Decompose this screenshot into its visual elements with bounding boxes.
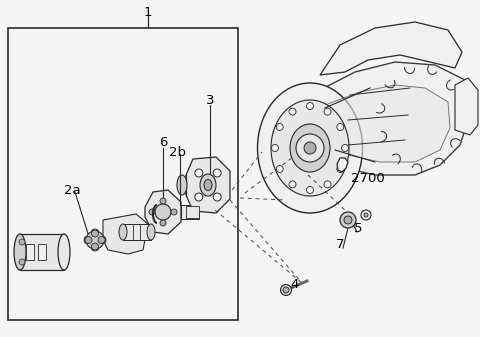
Circle shape (92, 243, 98, 250)
Polygon shape (300, 85, 450, 162)
Circle shape (160, 198, 166, 204)
Text: 6: 6 (159, 136, 167, 150)
Circle shape (149, 209, 155, 215)
Circle shape (324, 181, 331, 188)
Ellipse shape (147, 224, 155, 240)
Circle shape (340, 212, 356, 228)
Circle shape (280, 284, 291, 296)
Circle shape (98, 237, 105, 244)
Polygon shape (320, 22, 462, 75)
Bar (181, 205, 199, 219)
Circle shape (195, 169, 203, 177)
Text: 7: 7 (336, 239, 344, 251)
Ellipse shape (257, 83, 362, 213)
Ellipse shape (204, 180, 212, 190)
Text: 5: 5 (354, 221, 362, 235)
Ellipse shape (58, 234, 70, 270)
Circle shape (155, 204, 171, 220)
Circle shape (19, 239, 25, 245)
Ellipse shape (200, 174, 216, 196)
Circle shape (289, 181, 296, 188)
Circle shape (307, 186, 313, 193)
Circle shape (86, 231, 104, 249)
Circle shape (195, 193, 203, 201)
Circle shape (85, 237, 92, 244)
Circle shape (276, 165, 283, 173)
Polygon shape (103, 214, 148, 254)
Polygon shape (145, 190, 181, 234)
Text: 2a: 2a (64, 184, 80, 196)
Ellipse shape (101, 237, 106, 244)
Circle shape (324, 108, 331, 115)
Circle shape (171, 209, 177, 215)
Circle shape (160, 220, 166, 226)
Polygon shape (337, 158, 348, 172)
Circle shape (272, 145, 278, 152)
Ellipse shape (14, 234, 26, 270)
Circle shape (307, 102, 313, 110)
Circle shape (276, 123, 283, 130)
Ellipse shape (177, 175, 187, 195)
Circle shape (344, 216, 352, 224)
Circle shape (289, 108, 296, 115)
Bar (20, 234, 64, 270)
Bar (38, 244, 46, 260)
Circle shape (283, 287, 289, 293)
Circle shape (337, 123, 344, 130)
Polygon shape (280, 62, 470, 175)
Polygon shape (186, 157, 230, 213)
Circle shape (213, 193, 221, 201)
Polygon shape (455, 78, 478, 135)
Ellipse shape (84, 237, 89, 244)
Text: 2700: 2700 (351, 172, 385, 184)
Circle shape (361, 210, 371, 220)
Circle shape (92, 230, 98, 237)
Circle shape (364, 213, 368, 217)
Circle shape (341, 145, 348, 152)
Circle shape (19, 259, 25, 265)
Ellipse shape (271, 100, 349, 196)
Bar (8, 28, 238, 320)
Ellipse shape (92, 229, 98, 234)
Circle shape (213, 169, 221, 177)
Text: 2b: 2b (169, 146, 187, 158)
Circle shape (304, 142, 316, 154)
Ellipse shape (290, 124, 330, 172)
Circle shape (296, 134, 324, 162)
Bar (186, 206, 199, 218)
Circle shape (337, 165, 344, 173)
Bar (26, 244, 34, 260)
Ellipse shape (119, 224, 127, 240)
Text: 3: 3 (206, 93, 214, 106)
Text: 1: 1 (144, 5, 152, 19)
Text: 4: 4 (291, 278, 299, 292)
Ellipse shape (92, 246, 98, 251)
Bar (123, 224, 151, 240)
